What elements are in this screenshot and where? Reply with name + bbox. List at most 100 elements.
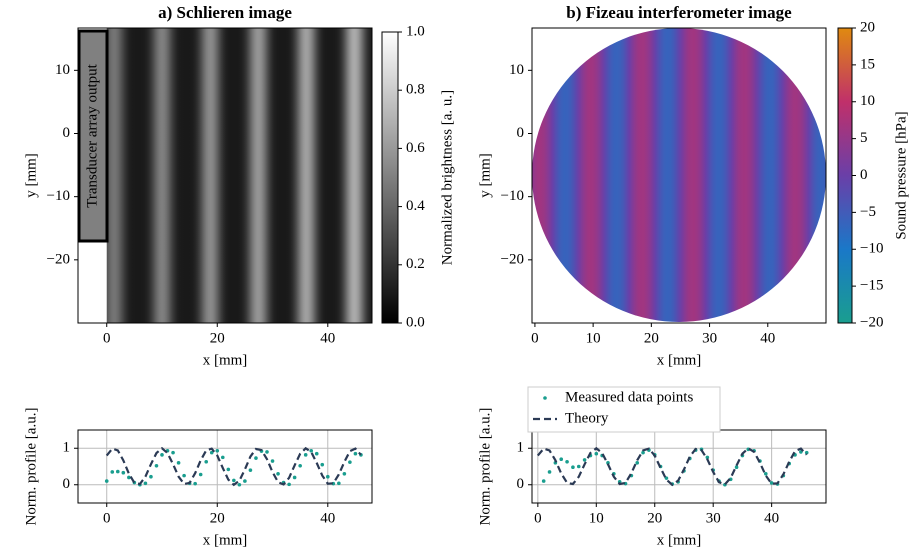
data-point	[314, 451, 319, 456]
colorbar-tick-label: 0.2	[406, 256, 425, 272]
colorbar-tick-label: −15	[860, 278, 883, 294]
data-point	[635, 461, 640, 465]
colorbar-tick-label: 15	[860, 56, 875, 72]
data-point	[325, 474, 330, 479]
colorbar-tick-label: 0.6	[406, 140, 425, 156]
x-tick-label: 20	[644, 330, 659, 346]
data-point	[303, 453, 308, 457]
data-point	[198, 472, 203, 477]
colorbar-tick-label: −10	[860, 241, 883, 257]
axes-frame	[531, 27, 827, 324]
axes-frame	[77, 27, 373, 324]
panel: 0 10 20 30 40 0 1 x [mm] Norm. profile [a.u.]	[477, 408, 827, 548]
colorbar-tick-label: 0.8	[406, 82, 425, 98]
colorbar-tick-label: 0	[860, 167, 868, 183]
data-point	[298, 463, 302, 468]
data-point	[104, 479, 109, 483]
data-point	[292, 475, 297, 480]
panel-title: a) Schlieren image	[158, 3, 292, 22]
data-point	[734, 465, 739, 470]
data-point	[763, 472, 768, 476]
y-axis-label: y [mm]	[23, 153, 39, 198]
data-point	[547, 470, 552, 474]
y-tick-label: 1	[63, 440, 71, 456]
colorbar-label: Normalized brightness [a. u.]	[439, 90, 455, 265]
panel: 0 20 40 0 1 x [mm] Norm. profile [a.u.]	[23, 408, 373, 548]
data-point	[110, 470, 115, 474]
data-point	[209, 450, 214, 455]
y-axis-label: y [mm]	[477, 153, 493, 198]
data-point	[232, 478, 236, 483]
legend-label: Measured data points	[565, 389, 693, 405]
data-point	[243, 479, 247, 483]
panel: 0.0 0.2 0.4 0.6 0.8 1.0 Normalized brightness …	[23, 3, 455, 369]
x-tick-label: 40	[320, 510, 335, 526]
data-point	[565, 459, 569, 464]
data-point	[248, 468, 253, 472]
data-point	[348, 460, 352, 464]
y-tick-label: 0	[517, 125, 525, 141]
colorbar-tick-label: 10	[860, 93, 875, 109]
x-tick-label: 0	[103, 330, 111, 346]
x-tick-label: 20	[647, 510, 662, 526]
x-axis-label: x [mm]	[203, 352, 248, 368]
data-point	[353, 451, 358, 456]
axes-frame	[77, 429, 373, 504]
data-point	[220, 455, 225, 460]
theory-line	[105, 446, 362, 487]
y-tick-label: −20	[47, 251, 70, 267]
legend-label: Theory	[565, 410, 609, 426]
data-point	[204, 459, 209, 464]
y-tick-label: 1	[517, 440, 525, 456]
data-point	[769, 481, 774, 485]
data-point	[541, 479, 546, 483]
x-tick-label: 0	[103, 510, 111, 526]
y-tick-label: 0	[63, 476, 71, 492]
data-point	[594, 451, 599, 456]
legend-marker	[543, 396, 547, 400]
x-tick-label: 10	[589, 510, 604, 526]
y-tick-label: −20	[501, 251, 524, 267]
data-point	[121, 470, 126, 475]
data-point	[143, 481, 148, 486]
data-point	[276, 472, 280, 476]
data-point	[154, 463, 159, 468]
data-point	[127, 475, 131, 480]
data-point	[265, 450, 269, 454]
colorbar-tick-label: −20	[860, 314, 883, 330]
data-point	[342, 472, 347, 476]
panel-title: b) Fizeau interferometer image	[566, 3, 792, 22]
data-point	[287, 482, 291, 487]
x-tick-label: 30	[702, 330, 717, 346]
x-axis-label: x [mm]	[203, 532, 248, 548]
data-point	[705, 455, 710, 460]
data-point	[254, 456, 258, 460]
y-axis-label: Norm. profile [a.u.]	[477, 408, 493, 526]
x-tick-label: 20	[210, 330, 225, 346]
y-tick-label: 0	[63, 125, 71, 141]
data-point	[149, 474, 153, 479]
data-point	[571, 465, 575, 470]
data-point	[804, 450, 809, 455]
data-point	[576, 464, 581, 469]
colorbar-tick-label: −5	[860, 204, 876, 220]
x-tick-label: 0	[531, 330, 539, 346]
data-point	[237, 482, 242, 487]
data-point	[320, 462, 325, 467]
colorbar-label: Sound pressure [hPa]	[893, 111, 909, 239]
annotation-box	[77, 29, 109, 243]
schlieren-image	[106, 28, 372, 323]
data-point	[559, 457, 564, 462]
data-point	[215, 449, 220, 453]
colorbar	[837, 27, 853, 324]
x-tick-label: 30	[706, 510, 721, 526]
colorbar-tick-label: 1.0	[406, 23, 425, 39]
data-point	[171, 450, 175, 455]
x-tick-label: 0	[534, 510, 542, 526]
data-point	[115, 469, 120, 474]
data-point	[226, 467, 231, 472]
data-point	[193, 481, 197, 486]
x-axis-label: x [mm]	[657, 532, 702, 548]
y-axis-label: Norm. profile [a.u.]	[23, 408, 39, 526]
